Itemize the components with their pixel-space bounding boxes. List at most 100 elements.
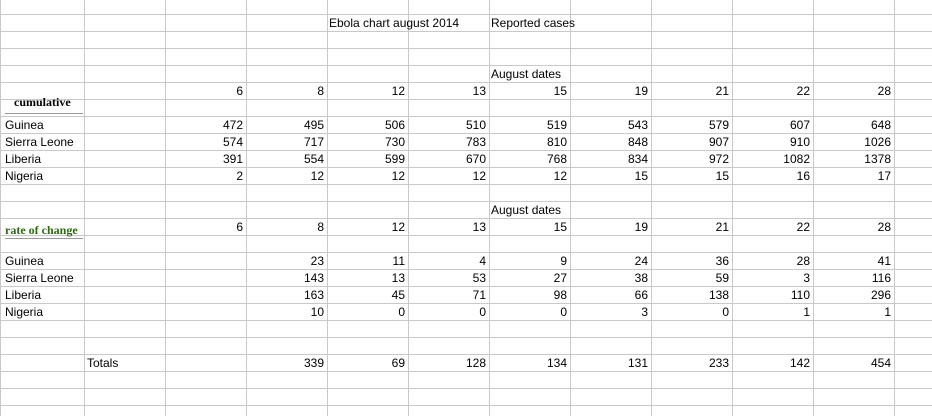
cumulative-value-cell[interactable]: 15 [634,169,648,183]
rate-value-cell[interactable]: 0 [398,305,405,319]
total-value-cell[interactable]: 128 [465,356,486,370]
rate-value-cell[interactable]: 27 [553,271,567,285]
cumulative-value-cell[interactable]: 17 [877,169,891,183]
rate-value-cell[interactable]: 1 [884,305,891,319]
total-value-cell[interactable]: 339 [303,356,324,370]
rate-value-cell[interactable]: 38 [634,271,648,285]
cumulative-value-cell[interactable]: 16 [796,169,810,183]
sheet-title[interactable]: Ebola chart august 2014 [329,16,460,30]
cumulative-value-cell[interactable]: 506 [384,118,405,132]
date-header-cell[interactable]: 6 [236,84,243,98]
cumulative-value-cell[interactable]: 768 [546,152,567,166]
date-header-cell[interactable]: 8 [317,220,324,234]
country-label[interactable]: Nigeria [5,169,44,183]
rate-value-cell[interactable]: 296 [870,288,891,302]
date-header-cell[interactable]: 22 [796,220,810,234]
country-label[interactable]: Sierra Leone [5,135,74,149]
rate-value-cell[interactable]: 13 [391,271,405,285]
cumulative-value-cell[interactable]: 579 [708,118,729,132]
rate-value-cell[interactable]: 4 [479,254,486,268]
date-header-cell[interactable]: 13 [472,84,486,98]
cumulative-value-cell[interactable]: 834 [627,152,648,166]
date-header-cell[interactable]: 28 [877,220,891,234]
country-label[interactable]: Sierra Leone [5,271,74,285]
cumulative-value-cell[interactable]: 717 [303,135,324,149]
rate-value-cell[interactable]: 3 [803,271,810,285]
cumulative-value-cell[interactable]: 599 [384,152,405,166]
date-header-cell[interactable]: 8 [317,84,324,98]
country-label[interactable]: Guinea [5,118,44,132]
cumulative-value-cell[interactable]: 783 [465,135,486,149]
cumulative-value-cell[interactable]: 730 [384,135,405,149]
rate-value-cell[interactable]: 11 [392,254,405,268]
cumulative-value-cell[interactable]: 554 [303,152,324,166]
cumulative-value-cell[interactable]: 1082 [783,152,810,166]
date-header-cell[interactable]: 12 [391,84,405,98]
cumulative-section-label[interactable]: cumulative [14,95,71,109]
cumulative-date-caption[interactable]: August dates [491,67,562,81]
rate-value-cell[interactable]: 24 [634,254,648,268]
rate-value-cell[interactable]: 110 [790,288,810,302]
rate-value-cell[interactable]: 143 [303,271,324,285]
cumulative-value-cell[interactable]: 1026 [864,135,891,149]
rate-value-cell[interactable]: 0 [479,305,486,319]
cumulative-value-cell[interactable]: 12 [310,169,324,183]
rate-value-cell[interactable]: 3 [641,305,648,319]
rate-date-caption[interactable]: August dates [491,203,562,217]
rate-value-cell[interactable]: 1 [803,305,810,319]
rate-value-cell[interactable]: 138 [708,288,729,302]
cumulative-value-cell[interactable]: 12 [472,169,486,183]
cumulative-value-cell[interactable]: 543 [627,118,648,132]
cumulative-value-cell[interactable]: 972 [708,152,729,166]
cumulative-value-cell[interactable]: 495 [303,118,324,132]
total-value-cell[interactable]: 134 [546,356,567,370]
date-header-cell[interactable]: 13 [472,220,486,234]
date-header-cell[interactable]: 22 [796,84,810,98]
date-header-cell[interactable]: 12 [391,220,405,234]
rate-value-cell[interactable]: 45 [391,288,405,302]
cumulative-value-cell[interactable]: 519 [546,118,567,132]
rate-value-cell[interactable]: 28 [796,254,810,268]
cumulative-value-cell[interactable]: 15 [715,169,729,183]
totals-label[interactable]: Totals [87,356,119,370]
rate-value-cell[interactable]: 98 [553,288,567,302]
rate-value-cell[interactable]: 53 [472,271,486,285]
total-value-cell[interactable]: 454 [870,356,891,370]
date-header-cell[interactable]: 15 [553,220,567,234]
total-value-cell[interactable]: 131 [627,356,648,370]
cumulative-value-cell[interactable]: 810 [546,135,567,149]
rate-value-cell[interactable]: 163 [303,288,324,302]
date-header-cell[interactable]: 21 [715,220,729,234]
rate-value-cell[interactable]: 9 [560,254,567,268]
cumulative-value-cell[interactable]: 472 [222,118,243,132]
rate-value-cell[interactable]: 41 [877,254,891,268]
rate-value-cell[interactable]: 0 [722,305,729,319]
rate-value-cell[interactable]: 59 [715,271,729,285]
country-label[interactable]: Liberia [5,152,42,166]
cumulative-value-cell[interactable]: 2 [236,169,243,183]
cumulative-value-cell[interactable]: 910 [789,135,810,149]
cumulative-value-cell[interactable]: 1378 [864,152,891,166]
cumulative-value-cell[interactable]: 510 [465,118,486,132]
country-label[interactable]: Guinea [5,254,44,268]
rate-value-cell[interactable]: 66 [634,288,648,302]
total-value-cell[interactable]: 69 [391,356,405,370]
date-header-cell[interactable]: 21 [715,84,729,98]
country-label[interactable]: Liberia [5,288,42,302]
rate-value-cell[interactable]: 0 [560,305,567,319]
date-header-cell[interactable]: 19 [634,220,648,234]
cumulative-value-cell[interactable]: 648 [870,118,891,132]
date-header-cell[interactable]: 6 [236,220,243,234]
rate-value-cell[interactable]: 23 [310,254,324,268]
date-header-cell[interactable]: 15 [553,84,567,98]
total-value-cell[interactable]: 142 [789,356,810,370]
rate-value-cell[interactable]: 116 [871,271,891,285]
cumulative-value-cell[interactable]: 12 [391,169,405,183]
cumulative-value-cell[interactable]: 848 [627,135,648,149]
country-label[interactable]: Nigeria [5,305,44,319]
cumulative-value-cell[interactable]: 670 [465,152,486,166]
cumulative-value-cell[interactable]: 907 [708,135,729,149]
rate-value-cell[interactable]: 36 [715,254,729,268]
rate-value-cell[interactable]: 71 [472,288,486,302]
